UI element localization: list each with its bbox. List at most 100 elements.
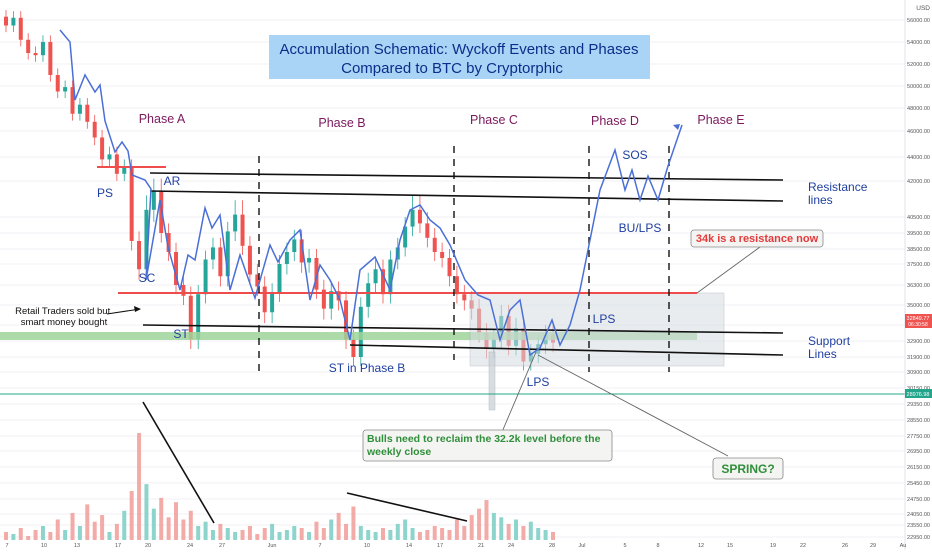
price-tick-label: 32900.00 [907, 339, 930, 345]
currency-label: USD [916, 5, 930, 12]
volume-bar [506, 523, 511, 540]
time-axis: 7 10 13 17 20 24 27 Jun 7 10 14 17 21 24 28 Jul 5 8 12 15 19… [5, 543, 906, 549]
retail-traders-label: Retail Traders sold but smart money boug… [15, 306, 113, 328]
time-tick-label: 28 [549, 543, 555, 549]
candle-body [233, 214, 238, 232]
time-tick-label: 10 [364, 543, 370, 549]
price-tick-label: 40500.00 [907, 215, 930, 221]
candle-body [417, 209, 422, 224]
price-tick-label: 39500.00 [907, 231, 930, 237]
price-tick-label: 25450.00 [907, 481, 930, 487]
volume-bar [403, 519, 408, 540]
price-tick-label: 48000.00 [907, 106, 930, 112]
reclaim-box [362, 429, 613, 462]
time-tick-label: 17 [115, 543, 121, 549]
current-price-tag [905, 314, 932, 328]
candle-body [307, 258, 312, 263]
candle-body [196, 294, 201, 340]
volume-bar [188, 510, 193, 540]
time-tick-label: Jul [578, 543, 585, 549]
title-box [269, 35, 650, 79]
volume-bars [4, 433, 555, 540]
volume-bar [218, 523, 223, 540]
volume-bar [262, 528, 267, 540]
volume-bar [4, 532, 8, 540]
candle-body [92, 121, 97, 138]
candle-body [107, 154, 112, 160]
phase-c-label: Phase C [470, 113, 518, 127]
candle-body [277, 264, 282, 293]
volume-bar [514, 519, 519, 540]
candle-body [388, 259, 393, 295]
volume-bar [70, 512, 75, 540]
candle-body [70, 87, 75, 114]
time-tick-label: 15 [727, 543, 733, 549]
candle-body [225, 231, 230, 277]
st-phase-b-label: ST in Phase B [329, 361, 406, 375]
price-tick-label: 35000.00 [907, 303, 930, 309]
support-line-upper [142, 324, 784, 334]
time-tick-label: 29 [870, 543, 876, 549]
volume-bar [122, 510, 127, 540]
candle-body [144, 209, 149, 270]
volume-bar [40, 526, 45, 540]
spring-wick-box [488, 351, 496, 411]
reclaim-trendline-volume-2 [346, 492, 468, 522]
candle-body [63, 87, 68, 92]
volume-bar [11, 534, 16, 540]
candle-body [366, 283, 371, 307]
candle-body [55, 75, 60, 92]
candle-body [425, 223, 430, 238]
support-line-lower [349, 344, 784, 356]
spring-arrow-line [537, 354, 729, 457]
candle-body [344, 300, 349, 340]
candle-body [85, 104, 90, 122]
time-tick-label: 26 [842, 543, 848, 549]
price-tick-label: 46000.00 [907, 129, 930, 135]
bu-lps-label: BU/LPS [619, 221, 662, 235]
volume-bar [307, 532, 312, 540]
volume-bar [380, 528, 385, 540]
candle-body [462, 294, 467, 301]
candle-body [159, 190, 164, 233]
volume-bar [484, 500, 489, 540]
current-price-sublabel: 06:30:58 [908, 322, 928, 328]
volume-bar [159, 497, 164, 540]
reclaim-trendline-volume-1 [142, 401, 215, 524]
volume-bar [528, 521, 533, 540]
candle-body [122, 166, 127, 174]
sos-label: SOS [622, 148, 647, 162]
price-tick-label: 30900.00 [907, 370, 930, 376]
candle-body [4, 16, 8, 26]
candle-body [454, 276, 459, 295]
price-tick-label: 54000.00 [907, 40, 930, 46]
candle-body [48, 42, 53, 75]
candle-body [447, 258, 452, 277]
candle-body [329, 291, 334, 309]
wyckoff-projection-path [59, 29, 683, 357]
phase-b-label: Phase B [318, 116, 365, 130]
price-tick-label: 50000.00 [907, 84, 930, 90]
candle-body [33, 53, 38, 56]
volume-bar [26, 536, 31, 540]
candle-body [210, 247, 215, 260]
volume-bar [85, 504, 90, 540]
phase-d-label: Phase D [591, 114, 639, 128]
resistance-now-arrow-line [696, 246, 761, 294]
volume-bar [329, 519, 334, 540]
price-tick-label: 44000.00 [907, 155, 930, 161]
volume-bar [543, 530, 548, 540]
volume-bar [284, 530, 289, 540]
volume-bar [499, 517, 504, 540]
path-arrowhead [673, 124, 680, 130]
volume-bar [351, 506, 356, 540]
volume-bar [129, 491, 134, 540]
time-tick-label: 5 [623, 543, 626, 549]
candle-body [114, 154, 119, 174]
volume-bar [440, 528, 445, 540]
candle-body [255, 274, 260, 287]
phase-e-label: Phase E [697, 113, 744, 127]
support-lines-label: Support Lines [808, 334, 853, 361]
volume-bar [388, 530, 393, 540]
